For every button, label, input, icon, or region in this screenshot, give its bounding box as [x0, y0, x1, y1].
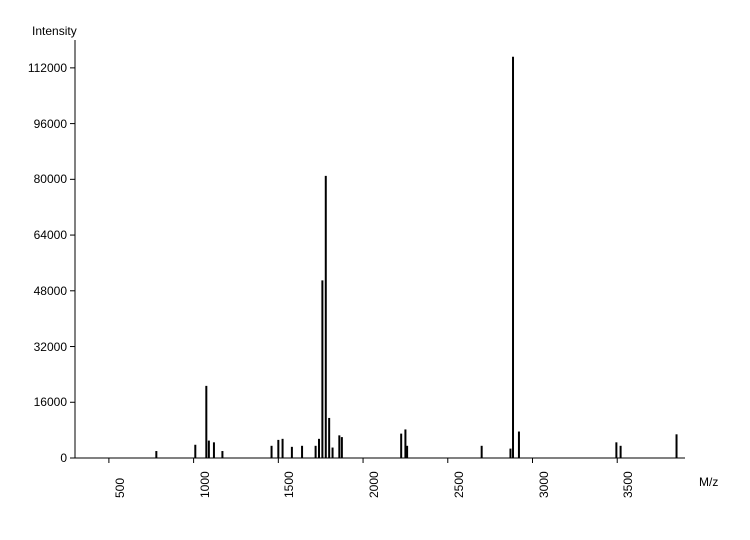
y-tick-label: 48000 — [34, 284, 67, 298]
x-tick-label: 3000 — [537, 471, 551, 498]
x-tick-label: 500 — [113, 478, 127, 498]
x-axis-title: M/z — [699, 475, 718, 489]
x-tick-label: 3500 — [621, 471, 635, 498]
y-tick-label: 112000 — [28, 61, 67, 75]
chart-canvas — [0, 0, 750, 540]
y-tick-label: 16000 — [34, 395, 67, 409]
y-tick-label: 80000 — [34, 172, 67, 186]
y-tick-label: 0 — [60, 451, 67, 465]
x-tick-label: 2000 — [367, 471, 381, 498]
y-axis-title: Intensity — [32, 24, 77, 38]
y-tick-label: 32000 — [34, 340, 67, 354]
x-tick-label: 2500 — [452, 471, 466, 498]
x-tick-label: 1500 — [282, 471, 296, 498]
y-tick-label: 64000 — [34, 228, 67, 242]
y-tick-label: 96000 — [34, 117, 67, 131]
mass-spectrum-chart: 0 16000 32000 48000 64000 80000 96000 112000 500… — [0, 0, 750, 540]
x-tick-label: 1000 — [198, 471, 212, 498]
